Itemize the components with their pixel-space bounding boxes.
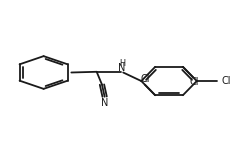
Text: Cl: Cl [222, 76, 231, 86]
Text: N: N [118, 63, 126, 73]
Text: H: H [119, 59, 125, 68]
Text: Cl: Cl [141, 74, 150, 84]
Text: Cl: Cl [190, 77, 199, 87]
Text: N: N [101, 98, 108, 108]
